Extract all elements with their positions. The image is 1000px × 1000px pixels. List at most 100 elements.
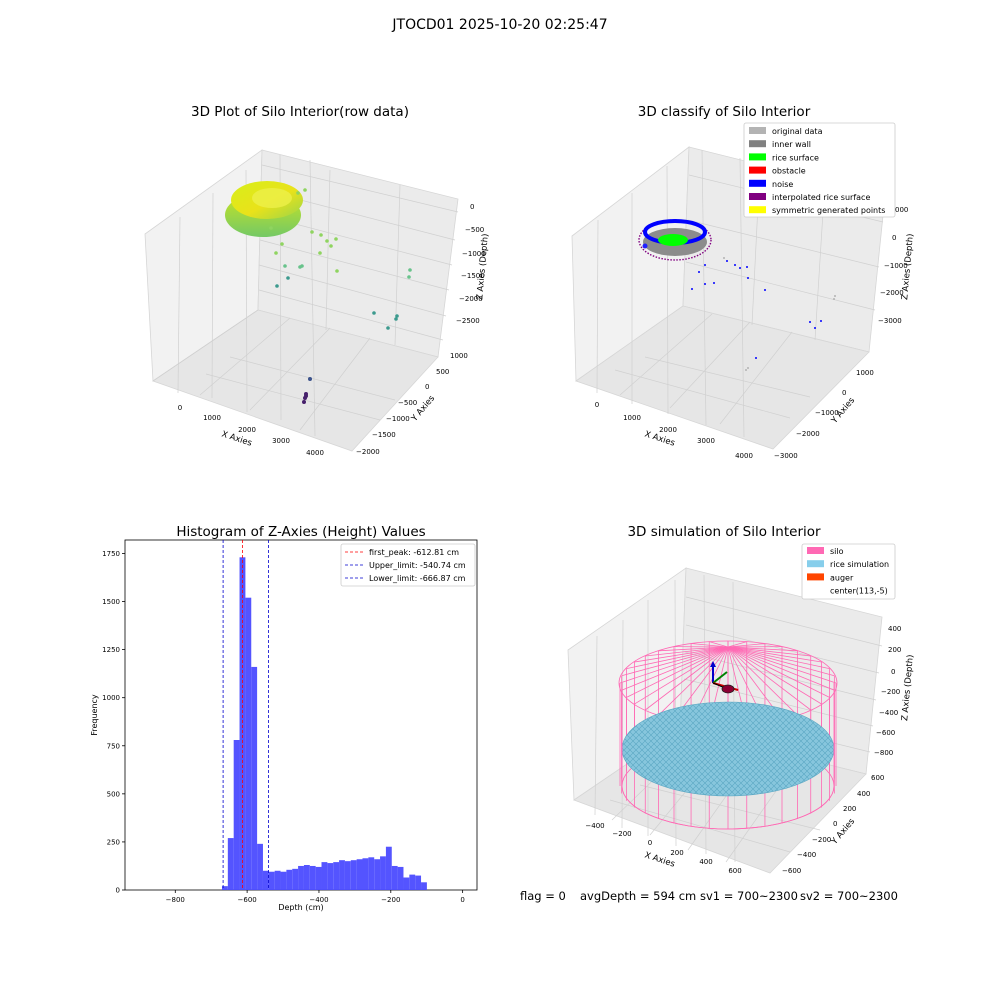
histogram-bar — [368, 857, 375, 890]
auger — [710, 661, 739, 694]
z-tick-label: −2000 — [880, 289, 904, 297]
histogram-bar — [262, 870, 269, 890]
silo-roof-wire — [727, 646, 822, 705]
z-tick-label: −1500 — [461, 272, 485, 280]
histogram-bar — [409, 874, 416, 890]
y-tick-label: −2000 — [356, 448, 380, 456]
data-point — [691, 288, 693, 290]
z-tick-label: −200 — [881, 688, 900, 696]
plot-area — [124, 539, 478, 891]
legend-label: first_peak: -612.81 cm — [369, 548, 459, 557]
silo-front-edge — [621, 683, 835, 830]
data-point — [319, 233, 323, 237]
data-point — [280, 242, 284, 246]
histogram-bar — [315, 866, 322, 890]
z-tick-label: 400 — [888, 625, 901, 633]
data-point — [747, 277, 749, 279]
z-tick-label: −2000 — [459, 295, 483, 303]
data-point — [310, 230, 314, 234]
y-tick-label: −400 — [797, 851, 816, 859]
x-tick-label: 3000 — [272, 437, 290, 445]
data-point — [713, 282, 715, 284]
z-tick-label: −1000 — [884, 262, 908, 270]
z-axis-label: Z Axies (Depth) — [475, 233, 491, 300]
histogram-bar — [303, 865, 310, 890]
histogram-bar — [321, 862, 328, 890]
y-tick-label: 400 — [857, 790, 870, 798]
y-tick-label: 500 — [107, 790, 120, 798]
data-point — [329, 244, 333, 248]
axis-y-arrow — [712, 671, 728, 684]
legend-label: obstacle — [772, 167, 806, 176]
histogram-bar — [356, 859, 363, 890]
data-point — [408, 268, 412, 272]
legend-frame — [801, 543, 896, 600]
chart-title: 3D Plot of Silo Interior(row data) — [191, 104, 409, 120]
y-tick-label: −2000 — [796, 430, 820, 438]
histogram-bar — [233, 740, 240, 890]
footer-sv2: sv2 = 700~2300 — [800, 889, 898, 903]
figure-suptitle: JTOCD01 2025-10-20 02:25:47 — [392, 17, 608, 33]
y-tick-label: −200 — [812, 836, 831, 844]
x-tick-label: 0 — [595, 401, 599, 409]
legend-swatch — [749, 179, 766, 187]
histogram-bar — [251, 666, 258, 890]
x-tick-label: 0 — [648, 839, 652, 847]
histogram-bar — [350, 860, 357, 890]
data-point — [747, 367, 749, 369]
data-point — [723, 257, 725, 259]
legend-label: Upper_limit: -540.74 cm — [369, 561, 466, 570]
data-point — [283, 264, 287, 268]
data-point — [834, 295, 836, 297]
data-point — [269, 226, 273, 230]
z-tick-label: −3000 — [878, 317, 902, 325]
silo-roof-wire — [727, 646, 811, 657]
data-point — [745, 369, 747, 371]
data-point — [764, 289, 766, 291]
legend-label: rice simulation — [830, 560, 889, 569]
y-tick-label: −600 — [782, 867, 801, 875]
legend-swatch — [807, 573, 824, 581]
data-point — [739, 267, 741, 269]
silo-roof-wire — [727, 643, 765, 648]
x-tick-label: 4000 — [306, 449, 324, 457]
x-tick-label: −800 — [166, 896, 185, 904]
footer-avg-depth: avgDepth = 594 cm — [580, 889, 697, 903]
histogram-bar — [391, 865, 398, 890]
legend: original data inner wall rice surface obsta… — [743, 122, 896, 218]
histogram-bar — [380, 856, 386, 890]
data-point — [275, 284, 279, 288]
histogram-bar — [292, 868, 299, 890]
x-ticks: −800 −600 −400 −200 0 — [166, 890, 465, 904]
auger-body — [721, 684, 735, 694]
y-tick-label: 250 — [107, 838, 120, 846]
pane-floor — [575, 305, 870, 450]
histogram-bar — [280, 871, 287, 890]
y-tick-label: 600 — [871, 774, 884, 782]
data-point — [809, 321, 811, 323]
silo-roof-wire — [727, 646, 835, 677]
data-point — [833, 298, 835, 300]
data-point — [642, 243, 648, 249]
x-tick-label: 2000 — [659, 426, 677, 434]
data-point — [318, 251, 322, 255]
data-point — [814, 327, 816, 329]
data-point — [300, 264, 304, 268]
y-tick-label: 500 — [436, 368, 449, 376]
data-point — [820, 320, 822, 322]
silo-roof-wire — [727, 646, 822, 663]
z-tick-label: 000 — [895, 206, 908, 214]
panel-classify-3d: 3D classify of Silo Interior — [571, 104, 916, 460]
z-tick-label: −400 — [879, 709, 898, 717]
z-tick-label: 0 — [891, 668, 895, 676]
z-tick-label: 0 — [892, 234, 896, 242]
histogram-bar — [257, 843, 263, 890]
chart-title: 3D classify of Silo Interior — [638, 104, 811, 120]
data-point — [286, 276, 290, 280]
x-tick-label: 1000 — [623, 414, 641, 422]
y-tick-label: 1250 — [102, 646, 120, 654]
reference-lines — [222, 540, 269, 890]
legend-frame — [743, 122, 896, 218]
silo-roof-wire — [691, 643, 729, 648]
y-tick-label: 0 — [116, 887, 120, 895]
